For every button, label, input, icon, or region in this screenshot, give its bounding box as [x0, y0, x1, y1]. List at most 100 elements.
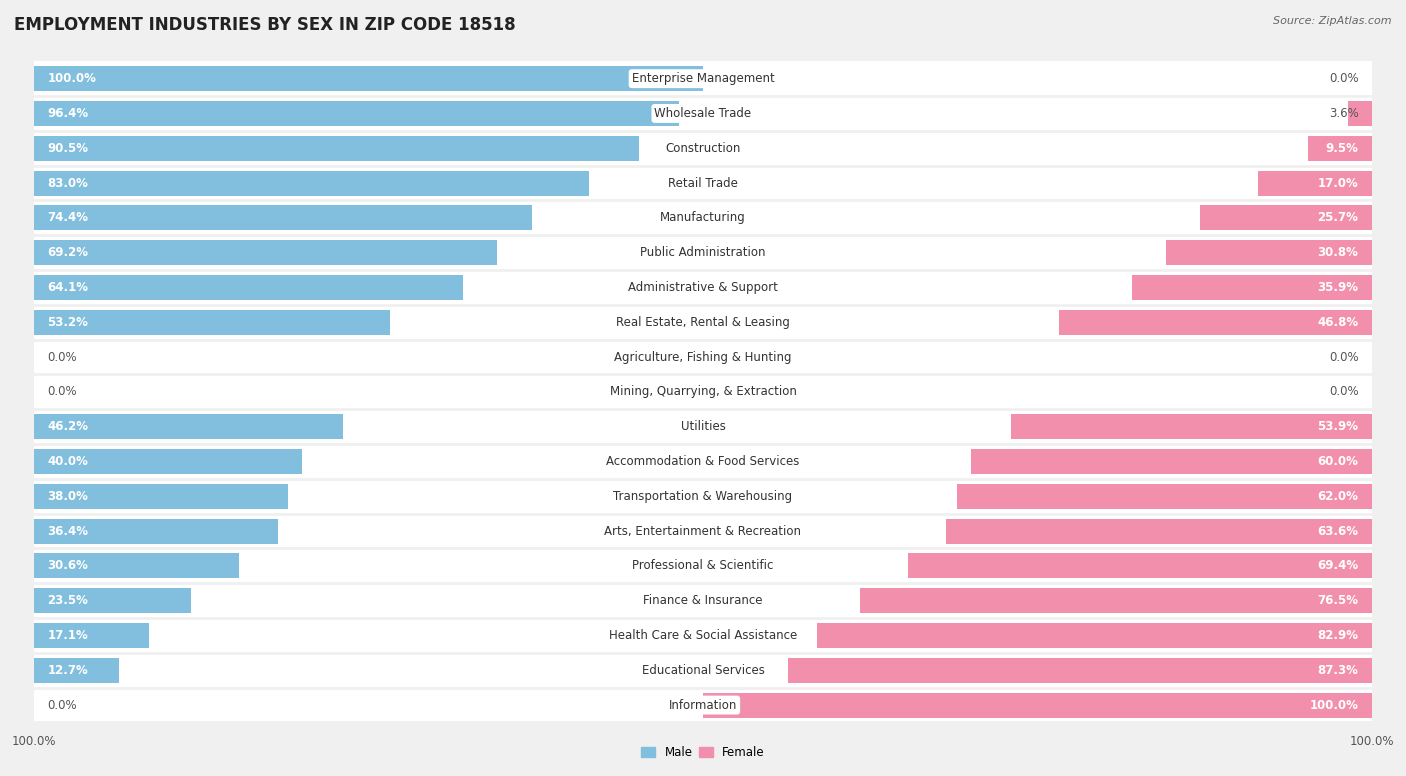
Bar — [34, 96, 1372, 131]
Bar — [34, 305, 1372, 340]
Text: 96.4%: 96.4% — [48, 107, 89, 120]
Text: 69.4%: 69.4% — [1317, 559, 1358, 573]
Text: 38.0%: 38.0% — [48, 490, 89, 503]
Text: 64.1%: 64.1% — [48, 281, 89, 294]
Bar — [34, 449, 302, 474]
Text: 35.9%: 35.9% — [1317, 281, 1358, 294]
Text: EMPLOYMENT INDUSTRIES BY SEX IN ZIP CODE 18518: EMPLOYMENT INDUSTRIES BY SEX IN ZIP CODE… — [14, 16, 516, 33]
Bar — [1258, 171, 1372, 196]
Text: Accommodation & Food Services: Accommodation & Food Services — [606, 455, 800, 468]
Bar — [1348, 101, 1372, 126]
Bar — [957, 483, 1372, 509]
Text: 40.0%: 40.0% — [48, 455, 89, 468]
Bar — [34, 483, 288, 509]
Bar — [34, 518, 277, 544]
Text: 90.5%: 90.5% — [48, 142, 89, 154]
Text: Arts, Entertainment & Recreation: Arts, Entertainment & Recreation — [605, 525, 801, 538]
Text: 17.0%: 17.0% — [1317, 177, 1358, 189]
Text: Educational Services: Educational Services — [641, 663, 765, 677]
Bar — [34, 588, 191, 613]
Bar — [34, 479, 1372, 514]
Text: Agriculture, Fishing & Hunting: Agriculture, Fishing & Hunting — [614, 351, 792, 364]
Text: 83.0%: 83.0% — [48, 177, 89, 189]
Bar — [1132, 275, 1372, 300]
Bar — [787, 658, 1372, 683]
Text: Administrative & Support: Administrative & Support — [628, 281, 778, 294]
Text: 63.6%: 63.6% — [1317, 525, 1358, 538]
Text: 100.0%: 100.0% — [1309, 698, 1358, 712]
Text: Enterprise Management: Enterprise Management — [631, 72, 775, 85]
Text: 0.0%: 0.0% — [48, 351, 77, 364]
Bar — [34, 61, 1372, 96]
Bar — [34, 66, 703, 92]
Bar — [970, 449, 1372, 474]
Text: 87.3%: 87.3% — [1317, 663, 1358, 677]
Text: 0.0%: 0.0% — [1329, 351, 1358, 364]
Text: 46.8%: 46.8% — [1317, 316, 1358, 329]
Bar — [34, 653, 1372, 688]
Bar — [34, 549, 1372, 584]
Text: Source: ZipAtlas.com: Source: ZipAtlas.com — [1274, 16, 1392, 26]
Text: 23.5%: 23.5% — [48, 594, 89, 607]
Text: 9.5%: 9.5% — [1326, 142, 1358, 154]
Text: 46.2%: 46.2% — [48, 420, 89, 433]
Legend: Male, Female: Male, Female — [637, 742, 769, 764]
Bar — [1309, 136, 1372, 161]
Bar — [34, 658, 120, 683]
Bar — [34, 514, 1372, 549]
Text: 76.5%: 76.5% — [1317, 594, 1358, 607]
Text: 36.4%: 36.4% — [48, 525, 89, 538]
Bar — [34, 688, 1372, 722]
Bar — [34, 340, 1372, 375]
Text: 30.6%: 30.6% — [48, 559, 89, 573]
Bar — [1199, 206, 1372, 230]
Text: 60.0%: 60.0% — [1317, 455, 1358, 468]
Text: Information: Information — [669, 698, 737, 712]
Bar — [34, 166, 1372, 200]
Bar — [34, 136, 640, 161]
Bar — [1166, 240, 1372, 265]
Bar — [34, 206, 531, 230]
Bar — [946, 518, 1372, 544]
Bar — [860, 588, 1372, 613]
Text: Health Care & Social Assistance: Health Care & Social Assistance — [609, 629, 797, 642]
Text: 0.0%: 0.0% — [48, 698, 77, 712]
Text: Transportation & Warehousing: Transportation & Warehousing — [613, 490, 793, 503]
Text: 0.0%: 0.0% — [1329, 72, 1358, 85]
Bar — [1011, 414, 1372, 439]
Text: 0.0%: 0.0% — [48, 386, 77, 398]
Bar — [34, 553, 239, 578]
Text: Mining, Quarrying, & Extraction: Mining, Quarrying, & Extraction — [610, 386, 796, 398]
Bar — [34, 240, 496, 265]
Text: Utilities: Utilities — [681, 420, 725, 433]
Text: 30.8%: 30.8% — [1317, 246, 1358, 259]
Text: Manufacturing: Manufacturing — [661, 211, 745, 224]
Bar — [817, 623, 1372, 648]
Bar — [34, 200, 1372, 235]
Bar — [34, 623, 149, 648]
Bar — [908, 553, 1372, 578]
Bar — [1059, 310, 1372, 334]
Bar — [34, 171, 589, 196]
Text: Public Administration: Public Administration — [640, 246, 766, 259]
Text: 100.0%: 100.0% — [48, 72, 97, 85]
Bar — [34, 235, 1372, 270]
Text: Construction: Construction — [665, 142, 741, 154]
Text: 3.6%: 3.6% — [1329, 107, 1358, 120]
Bar — [34, 270, 1372, 305]
Text: 12.7%: 12.7% — [48, 663, 89, 677]
Text: 74.4%: 74.4% — [48, 211, 89, 224]
Bar — [34, 414, 343, 439]
Bar — [34, 275, 463, 300]
Text: Wholesale Trade: Wholesale Trade — [654, 107, 752, 120]
Bar — [703, 692, 1372, 718]
Text: Retail Trade: Retail Trade — [668, 177, 738, 189]
Bar — [34, 101, 679, 126]
Text: 53.2%: 53.2% — [48, 316, 89, 329]
Bar — [34, 375, 1372, 409]
Text: 82.9%: 82.9% — [1317, 629, 1358, 642]
Text: Finance & Insurance: Finance & Insurance — [644, 594, 762, 607]
Text: 69.2%: 69.2% — [48, 246, 89, 259]
Bar — [34, 444, 1372, 479]
Bar — [34, 584, 1372, 618]
